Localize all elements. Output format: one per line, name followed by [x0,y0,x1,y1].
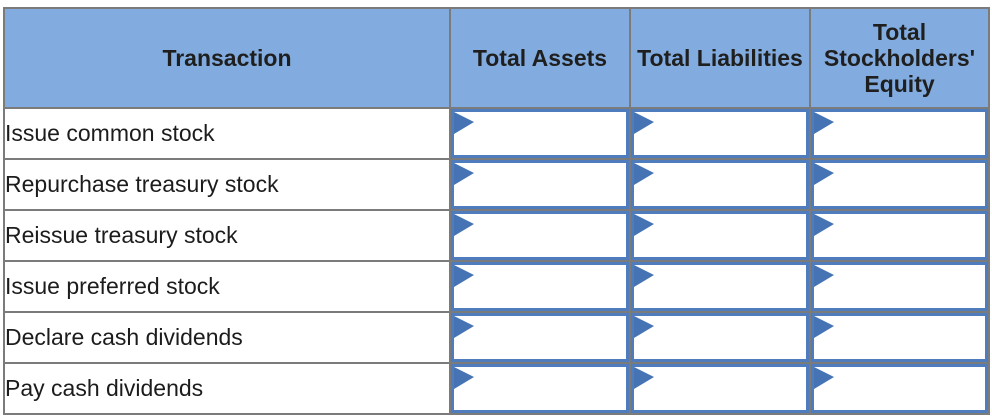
answer-value [660,316,800,359]
total-assets-input[interactable] [452,365,628,412]
answer-marker-icon [814,367,834,389]
total-liabilities-cell [629,158,811,211]
answer-value [840,214,979,257]
total-stockholders-equity-cell [809,311,990,364]
answer-value [480,163,620,206]
total-assets-cell [449,260,631,313]
answer-marker-icon [454,367,474,389]
column-header-transaction: Transaction [3,7,451,109]
total-liabilities-input[interactable] [632,212,808,259]
total-liabilities-input[interactable] [632,314,808,361]
answer-value [840,163,979,206]
total-liabilities-input[interactable] [632,365,808,412]
total-liabilities-input[interactable] [632,263,808,310]
answer-marker-icon [454,265,474,287]
answer-marker-icon [454,214,474,236]
total-stockholders-equity-input[interactable] [812,365,987,412]
header-row: Transaction Total Assets Total Liabiliti… [3,7,990,109]
total-liabilities-cell [629,107,811,160]
total-assets-cell [449,362,631,415]
answer-value [660,214,800,257]
answer-value [480,112,620,155]
total-liabilities-input[interactable] [632,110,808,157]
total-stockholders-equity-cell [809,209,990,262]
answer-value [480,367,620,410]
answer-value [480,316,620,359]
answer-marker-icon [634,316,654,338]
answer-value [840,265,979,308]
row-label: Repurchase treasury stock [3,158,451,211]
table-row: Pay cash dividends [3,362,990,415]
table-row: Issue common stock [3,107,990,160]
total-liabilities-cell [629,260,811,313]
answer-marker-icon [814,112,834,134]
column-header-total-assets: Total Assets [449,7,631,109]
answer-value [480,214,620,257]
answer-marker-icon [814,316,834,338]
answer-value [660,367,800,410]
answer-marker-icon [454,112,474,134]
total-liabilities-cell [629,209,811,262]
transaction-effects-table: Transaction Total Assets Total Liabiliti… [3,7,990,415]
total-assets-input[interactable] [452,161,628,208]
total-assets-cell [449,107,631,160]
total-assets-input[interactable] [452,212,628,259]
answer-marker-icon [634,163,654,185]
column-header-total-liabilities: Total Liabilities [629,7,811,109]
column-header-total-stockholders-equity: Total Stockholders' Equity [809,7,990,109]
answer-marker-icon [454,163,474,185]
row-label: Declare cash dividends [3,311,451,364]
total-assets-cell [449,158,631,211]
total-assets-cell [449,311,631,364]
row-label: Pay cash dividends [3,362,451,415]
answer-marker-icon [634,265,654,287]
total-assets-input[interactable] [452,314,628,361]
total-assets-cell [449,209,631,262]
answer-marker-icon [634,214,654,236]
answer-value [480,265,620,308]
total-stockholders-equity-input[interactable] [812,212,987,259]
answer-value [660,112,800,155]
total-stockholders-equity-input[interactable] [812,161,987,208]
table-row: Declare cash dividends [3,311,990,364]
answer-marker-icon [454,316,474,338]
total-stockholders-equity-cell [809,158,990,211]
total-liabilities-cell [629,311,811,364]
answer-marker-icon [634,112,654,134]
answer-marker-icon [814,265,834,287]
total-stockholders-equity-input[interactable] [812,263,987,310]
row-label: Reissue treasury stock [3,209,451,262]
answer-value [660,163,800,206]
answer-value [840,316,979,359]
answer-value [840,112,979,155]
total-stockholders-equity-input[interactable] [812,110,987,157]
table-row: Reissue treasury stock [3,209,990,262]
answer-marker-icon [814,163,834,185]
row-label: Issue preferred stock [3,260,451,313]
row-label: Issue common stock [3,107,451,160]
total-stockholders-equity-cell [809,362,990,415]
total-stockholders-equity-cell [809,260,990,313]
total-stockholders-equity-cell [809,107,990,160]
table-row: Repurchase treasury stock [3,158,990,211]
total-liabilities-input[interactable] [632,161,808,208]
total-assets-input[interactable] [452,110,628,157]
answer-value [660,265,800,308]
answer-marker-icon [814,214,834,236]
table-row: Issue preferred stock [3,260,990,313]
total-liabilities-cell [629,362,811,415]
total-stockholders-equity-input[interactable] [812,314,987,361]
answer-value [840,367,979,410]
total-assets-input[interactable] [452,263,628,310]
answer-marker-icon [634,367,654,389]
